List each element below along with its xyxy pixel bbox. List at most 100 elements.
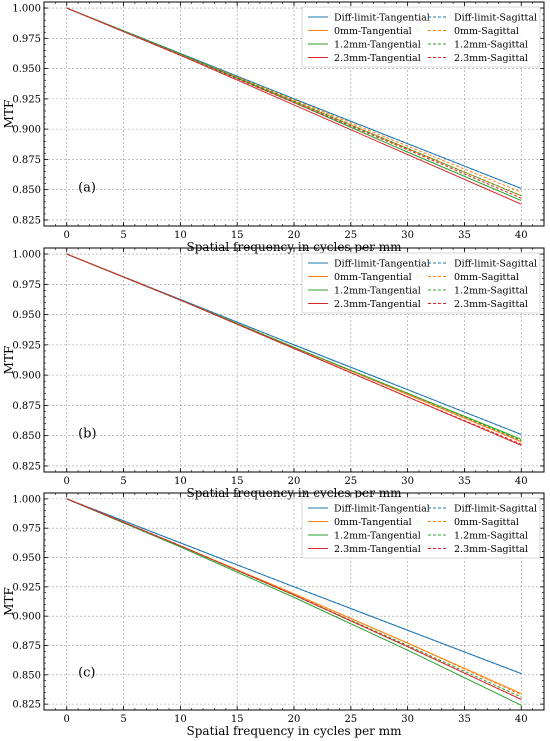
legend-entry: 2.3mm-Tangential [334,53,421,64]
x-tick-label: 35 [458,230,471,241]
x-tick-label: 10 [174,230,187,241]
y-tick-label: 0.900 [12,371,41,382]
legend-entry: 2.3mm-Tangential [334,544,421,555]
legend: Diff-limit-Tangential 0mm-Tangential 1.2mm… [301,6,541,68]
x-tick-label: 15 [231,476,244,487]
x-tick-label: 35 [458,476,471,487]
legend-entry: 1.2mm-Sagittal [454,40,528,51]
legend-entry: 2.3mm-Tangential [334,299,421,310]
x-axis-label: Spatial frequency in cycles per mm [187,240,403,254]
legend-box [301,497,541,559]
y-tick-label: 0.975 [12,280,41,291]
legend: Diff-limit-Tangential 0mm-Tangential 1.2mm… [301,497,541,559]
x-tick-label: 20 [288,230,301,241]
panel-label: (c) [78,665,95,680]
y-tick-label: 0.825 [12,700,41,711]
legend-entry: Diff-limit-Sagittal [454,13,537,24]
chart-panel-c: 0 5 10 15 20 25 30 35 40 0.825 0.850 0.875 0.900 0.92… [2,492,545,738]
y-tick-label: 0.850 [12,670,41,681]
y-axis-label: MTF [2,346,16,375]
legend-entry: 1.2mm-Sagittal [454,286,528,297]
x-tick-label: 20 [288,476,301,487]
legend-entry: 0mm-Sagittal [454,272,519,283]
y-tick-label: 1.000 [12,4,41,15]
series-line-diff-limit-sagittal [66,498,522,675]
y-axis-label: MTF [2,100,16,129]
legend-entry: 2.3mm-Sagittal [454,544,528,555]
y-tick-label: 0.900 [12,612,41,623]
y-tick-label: 0.875 [12,401,41,412]
y-tick-label: 0.975 [12,34,41,45]
x-tick-label: 5 [120,714,126,725]
legend-entry: Diff-limit-Tangential [334,13,430,24]
y-tick-label: 0.850 [12,431,41,442]
x-tick-label: 40 [515,714,528,725]
y-tick-label: 0.925 [12,94,41,105]
x-tick-label: 0 [64,230,70,241]
legend-entry: 2.3mm-Sagittal [454,299,528,310]
x-tick-label: 30 [401,476,414,487]
x-tick-label: 30 [401,230,414,241]
chart-panel-b: 0 5 10 15 20 25 30 35 40 0.825 0.850 0.875 0.900 0.92… [2,247,545,500]
y-tick-label: 0.875 [12,641,41,652]
y-axis-label: MTF [2,587,16,616]
x-tick-label: 25 [344,230,357,241]
series-line-2-3mm-sagittal [66,498,522,700]
legend-entry: 0mm-Tangential [334,26,412,37]
legend-entry: Diff-limit-Sagittal [454,504,537,515]
y-tick-label: 0.900 [12,125,41,136]
x-tick-label: 0 [64,714,70,725]
x-tick-label: 0 [64,476,70,487]
legend-entry: Diff-limit-Tangential [334,504,430,515]
x-tick-label: 10 [174,476,187,487]
legend-entry: 0mm-Sagittal [454,517,519,528]
series-line-1-2mm-sagittal [66,7,522,197]
y-tick-label: 0.950 [12,310,41,321]
series-line-1-2mm-tangential [66,498,522,706]
legend-entry: 0mm-Tangential [334,517,412,528]
y-tick-label: 0.950 [12,64,41,75]
y-tick-label: 1.000 [12,494,41,505]
x-tick-label: 35 [458,714,471,725]
legend-box [301,6,541,68]
legend-box [301,252,541,314]
legend-entry: 1.2mm-Tangential [334,40,421,51]
y-tick-label: 0.875 [12,155,41,166]
y-tick-label: 0.950 [12,553,41,564]
x-tick-label: 40 [515,230,528,241]
x-tick-label: 25 [344,476,357,487]
y-tick-label: 0.850 [12,185,41,196]
x-tick-label: 40 [515,476,528,487]
panel-label: (a) [78,180,96,195]
legend-entry: 1.2mm-Tangential [334,286,421,297]
x-tick-label: 20 [288,714,301,725]
series-group [66,7,522,205]
panel-label: (b) [78,426,96,441]
chart-panel-a: 0 5 10 15 20 25 30 35 40 0.825 0.850 0.875 0.900 0.92… [2,1,545,254]
legend: Diff-limit-Tangential 0mm-Tangential 1.2mm… [301,252,541,314]
legend-entry: Diff-limit-Sagittal [454,259,537,270]
x-tick-label: 15 [231,714,244,725]
legend-entry: Diff-limit-Tangential [334,259,430,270]
legend-entry: 0mm-Tangential [334,272,412,283]
x-tick-label: 10 [174,714,187,725]
x-tick-label: 5 [120,476,126,487]
y-tick-label: 0.925 [12,340,41,351]
x-tick-label: 5 [120,230,126,241]
legend-entry: 1.2mm-Tangential [334,531,421,542]
series-group [66,498,522,706]
y-tick-label: 0.975 [12,524,41,535]
y-tick-label: 0.825 [12,461,41,472]
series-group [66,253,522,446]
series-line-2-3mm-sagittal [66,253,522,445]
legend-entry: 0mm-Sagittal [454,26,519,37]
y-tick-label: 0.925 [12,582,41,593]
series-line-2-3mm-sagittal [66,7,522,199]
x-tick-label: 30 [401,714,414,725]
y-tick-label: 0.825 [12,215,41,226]
legend-entry: 2.3mm-Sagittal [454,53,528,64]
x-tick-label: 25 [344,714,357,725]
y-tick-label: 1.000 [12,250,41,261]
x-axis-label: Spatial frequency in cycles per mm [187,724,403,738]
